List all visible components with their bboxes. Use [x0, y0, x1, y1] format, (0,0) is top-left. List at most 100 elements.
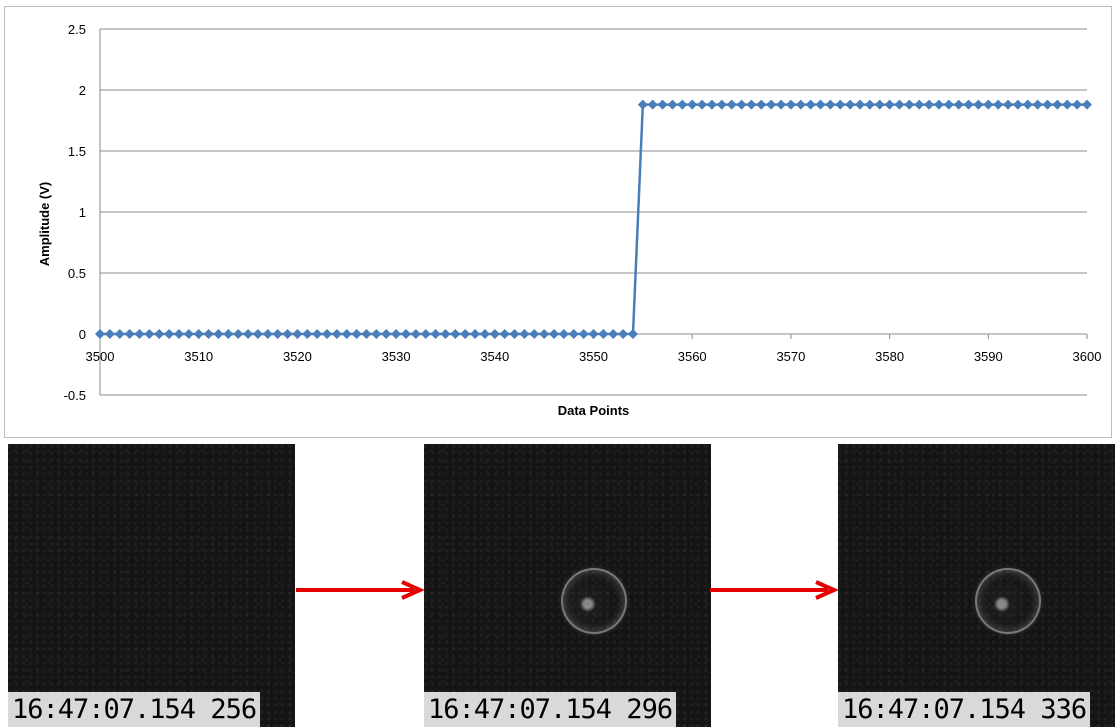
data-point: [884, 99, 895, 110]
x-axis-title: Data Points: [558, 403, 630, 418]
amplitude-chart: 2.5 2 1.5 1 0.5 0 -0.5 3500 3510 3520 3530 3540 3550…: [37, 22, 1102, 418]
data-point: [874, 99, 885, 110]
data-point: [687, 99, 698, 110]
x-tick-label: 3570: [776, 349, 805, 364]
data-point: [983, 99, 994, 110]
data-point: [341, 329, 352, 339]
data-point: [1052, 99, 1063, 110]
data-point: [371, 329, 382, 339]
data-point: [667, 99, 678, 110]
y-axis-title: Amplitude (V): [37, 182, 52, 267]
camera-frame-1: 16:47:07.154 256: [8, 444, 295, 727]
x-tick-label: 3540: [480, 349, 509, 364]
data-point: [864, 99, 875, 110]
data-point: [154, 329, 165, 339]
data-point: [677, 99, 688, 110]
data-point: [272, 329, 283, 339]
frame-noise: [838, 444, 1115, 727]
data-point: [924, 99, 935, 110]
data-point: [785, 99, 796, 110]
y-tick-label: 1: [79, 205, 86, 220]
x-tick-label: 3560: [678, 349, 707, 364]
data-point: [736, 99, 747, 110]
data-point: [845, 99, 856, 110]
data-point: [391, 329, 402, 339]
data-point: [470, 329, 481, 339]
data-point: [381, 329, 392, 339]
data-point: [598, 329, 609, 339]
data-point: [1082, 99, 1092, 110]
data-point: [766, 99, 777, 110]
data-point: [213, 329, 224, 339]
data-point: [568, 329, 579, 339]
data-point: [588, 329, 599, 339]
data-point: [351, 329, 362, 339]
data-point: [1012, 99, 1023, 110]
data-point: [726, 99, 737, 110]
camera-frame-3: 16:47:07.154 336: [838, 444, 1115, 727]
frame-timestamp: 16:47:07.154 296: [424, 692, 677, 727]
data-point: [706, 99, 717, 110]
data-point: [825, 99, 836, 110]
data-point: [1032, 99, 1043, 110]
data-point: [243, 329, 254, 339]
camera-frame-2: 16:47:07.154 296: [424, 444, 711, 727]
data-point: [292, 329, 303, 339]
x-tick-label: 3550: [579, 349, 608, 364]
data-point: [420, 329, 431, 339]
y-tick-label: -0.5: [64, 388, 86, 403]
data-point: [904, 99, 915, 110]
x-tick-label: 3590: [974, 349, 1003, 364]
data-point: [322, 329, 333, 339]
data-point: [233, 329, 244, 339]
series-line: [100, 103, 1087, 336]
data-point: [894, 99, 905, 110]
data-point: [795, 99, 806, 110]
data-point: [114, 329, 125, 339]
droplet-image: [975, 568, 1041, 634]
data-point: [460, 329, 471, 339]
data-point: [95, 329, 105, 339]
data-point: [618, 329, 629, 339]
x-tick-label: 3580: [875, 349, 904, 364]
y-tick-label: 0: [79, 327, 86, 342]
data-point: [953, 99, 964, 110]
data-point: [193, 329, 204, 339]
frame-timestamp: 16:47:07.154 256: [8, 692, 261, 727]
arrow-right-icon: [296, 580, 425, 600]
data-point: [519, 329, 530, 339]
data-point: [1022, 99, 1033, 110]
data-point: [262, 329, 273, 339]
data-point: [479, 329, 490, 339]
data-point: [657, 99, 668, 110]
data-point: [282, 329, 293, 339]
data-point: [963, 99, 974, 110]
data-point: [331, 329, 342, 339]
data-point: [776, 99, 787, 110]
data-point: [1003, 99, 1014, 110]
data-point: [746, 99, 757, 110]
data-point: [539, 329, 550, 339]
data-point: [509, 329, 520, 339]
data-point: [993, 99, 1004, 110]
data-point: [450, 329, 461, 339]
data-point: [835, 99, 846, 110]
data-point: [815, 99, 826, 110]
data-point: [104, 329, 115, 339]
data-point: [124, 329, 135, 339]
y-tick-label: 1.5: [68, 144, 86, 159]
data-point: [933, 99, 944, 110]
data-point: [914, 99, 925, 110]
data-point: [637, 99, 648, 110]
x-tick-label: 3600: [1073, 349, 1102, 364]
data-point: [854, 99, 865, 110]
data-point: [608, 329, 619, 339]
data-point: [440, 329, 451, 339]
frame-noise: [8, 444, 295, 727]
data-point: [499, 329, 510, 339]
data-point: [1072, 99, 1083, 110]
data-point: [302, 329, 313, 339]
data-point: [144, 329, 155, 339]
data-point: [943, 99, 954, 110]
data-point: [627, 329, 638, 339]
